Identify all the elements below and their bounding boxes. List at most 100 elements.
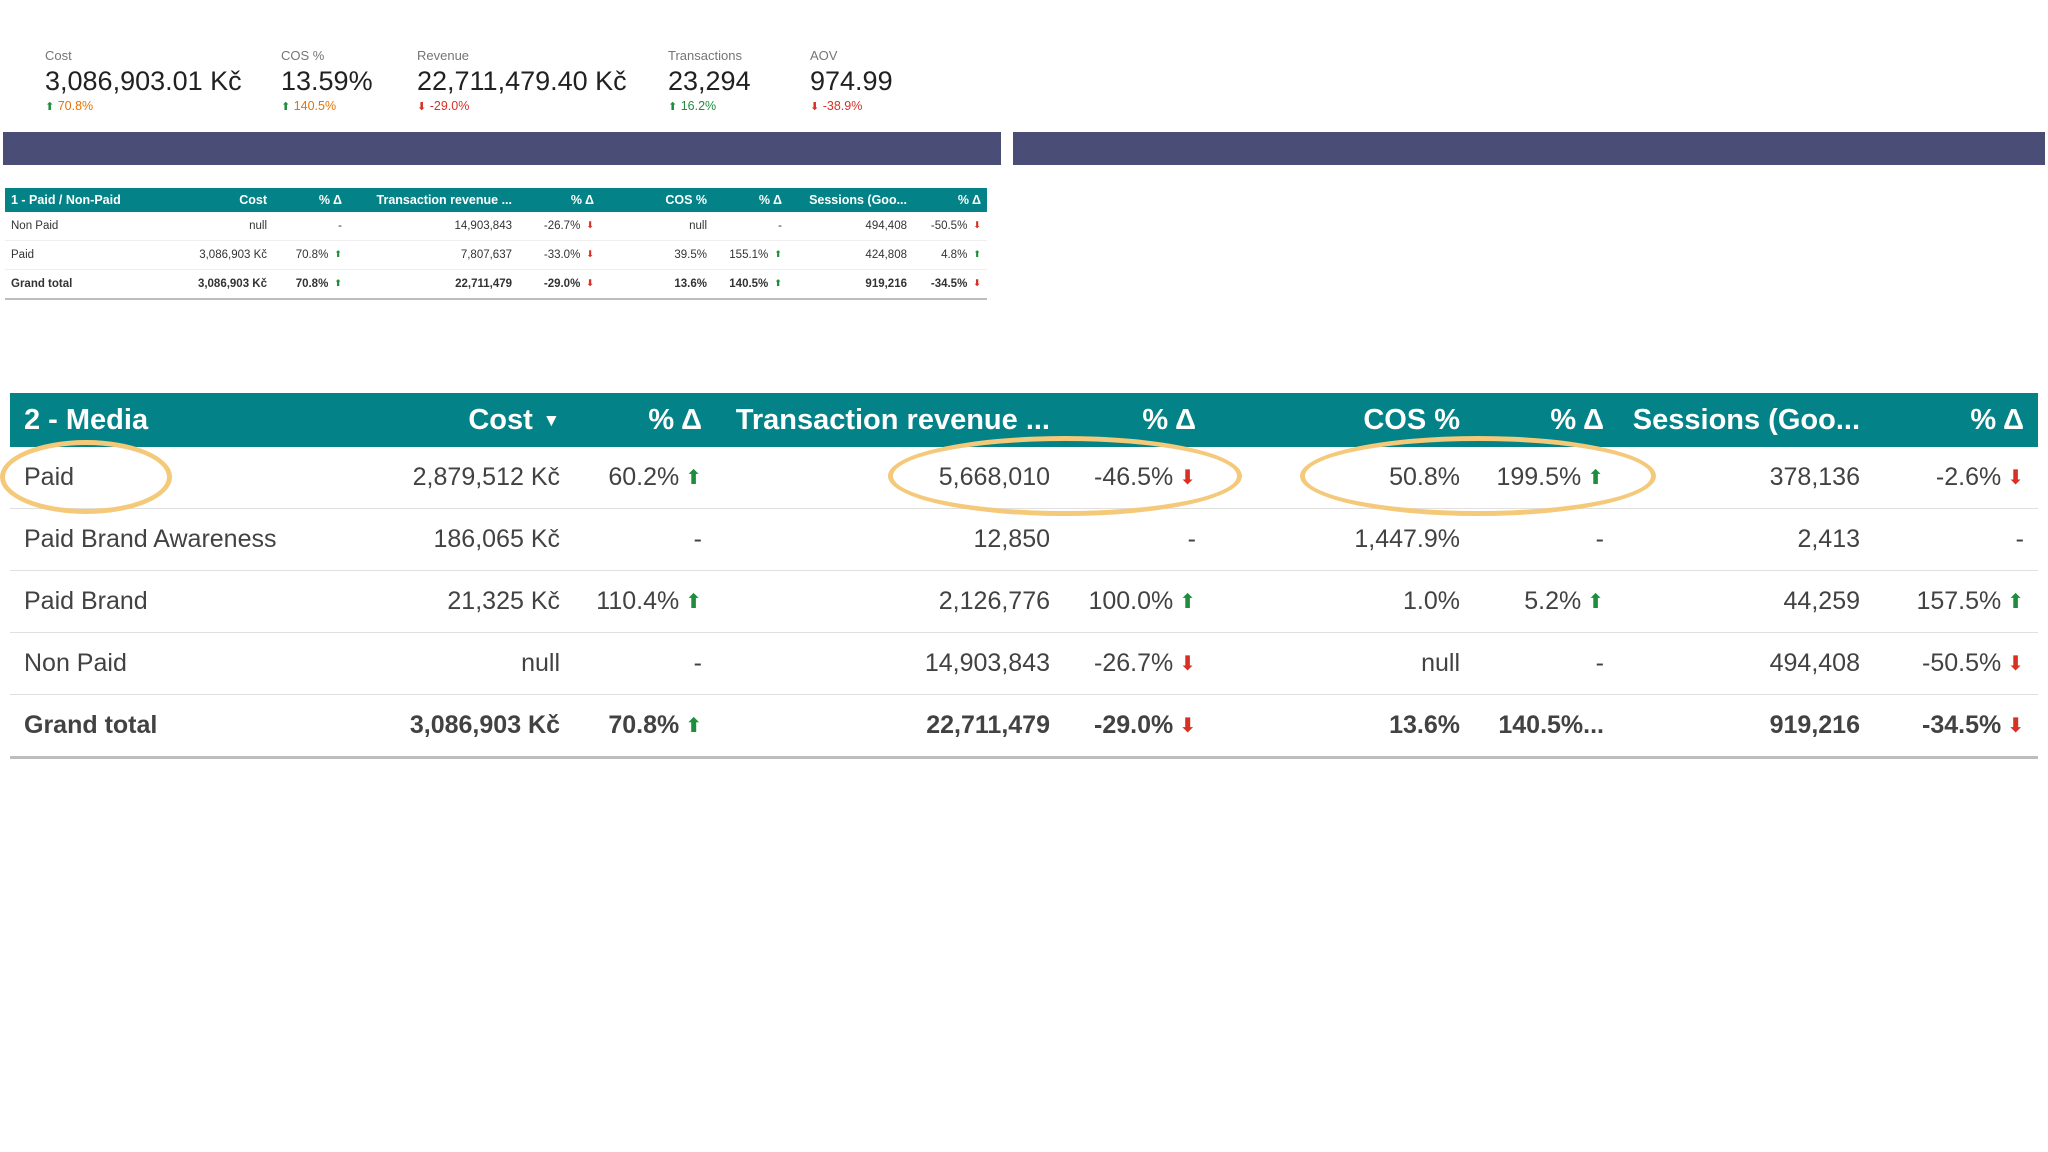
table-row[interactable]: Non Paid null -14,903,843 -26.7% ⬇ null -494,4… [5,212,987,241]
cell-value: - [693,649,702,677]
table-cell: 14,903,843 [716,632,1064,695]
table-cell: - [273,212,348,241]
arrow-up-icon: ⬆ [45,101,55,113]
row-dimension-cell: Non Paid [10,632,372,695]
kpi-label: AOV [810,48,838,63]
arrow-down-icon: ⬇ [586,220,594,230]
column-header[interactable]: % Δ [574,393,716,447]
column-header[interactable]: Sessions (Goo... [1618,393,1874,447]
grand-total-row[interactable]: Grand total 3,086,903 Kč 70.8% ⬆ 22,711,479-… [5,269,987,300]
cell-value: 21,325 Kč [447,587,560,615]
cell-value: -46.5% [1094,463,1174,491]
column-header[interactable]: COS % [600,188,713,212]
column-header[interactable]: Cost ▼ [372,393,574,447]
table-cell: 70.8% ⬆ [273,240,348,270]
table-cell: 919,216 [788,269,913,300]
table-row[interactable]: Paid Brand 21,325 Kč 110.4% ⬆ 2,126,776 100.0… [10,570,2038,633]
cell-value: 186,065 Kč [433,525,561,553]
arrow-up-icon: ⬆ [685,467,702,489]
paid-nonpaid-table: 1 - Paid / Non-Paid Cost % Δ Transaction re… [5,188,987,300]
media-table: 2 - Media Cost ▼ % Δ Transaction revenue ...… [10,393,2038,759]
arrow-down-icon: ⬇ [586,278,594,288]
column-header[interactable]: Sessions (Goo... [788,188,913,212]
row-dimension-cell: Grand total [5,269,155,300]
cell-value: 2,879,512 Kč [412,463,560,491]
arrow-down-icon: ⬇ [810,101,820,113]
cell-value: 14,903,843 [924,649,1050,677]
section-header-band-right [1013,132,2045,165]
column-header-label: Transaction revenue ... [735,403,1050,436]
column-header-dimension[interactable]: 1 - Paid / Non-Paid [5,188,155,212]
column-header-dimension[interactable]: 2 - Media [10,393,372,447]
cell-value: 50.8% [1389,463,1460,491]
table-cell: 186,065 Kč [372,508,574,571]
table-row[interactable]: Paid 2,879,512 Kč 60.2% ⬆ 5,668,010 -46.5% ⬇ 50… [10,447,2038,509]
column-header-label: % Δ [1550,403,1604,436]
cell-value: -29.0% [1094,711,1174,739]
column-header[interactable]: COS % [1210,393,1474,447]
cell-value: 70.8% [295,278,329,290]
table-cell: 50.8% [1210,447,1474,509]
table-cell: 13.6% [1210,694,1474,759]
column-header[interactable]: % Δ [913,188,987,212]
kpi-cost: Cost 3,086,903.01 Kč ⬆ 70.8% [45,48,242,115]
column-header-label: COS % [1363,403,1460,436]
cell-value: 378,136 [1769,463,1860,491]
column-header[interactable]: Transaction revenue ... [716,393,1064,447]
row-dimension-cell: Grand total [10,694,372,759]
table-cell: 3,086,903 Kč [155,269,273,300]
cell-value: 44,259 [1783,587,1860,615]
table-cell: null [600,212,713,241]
grand-total-row[interactable]: Grand total 3,086,903 Kč 70.8% ⬆ 22,711,479-… [10,694,2038,759]
sort-desc-icon[interactable]: ▼ [542,409,560,430]
table-header-row: 2 - Media Cost ▼ % Δ Transaction revenue ...… [10,393,2038,447]
table-cell: 7,807,637 [348,240,518,270]
column-header[interactable]: Cost [155,188,273,212]
table-cell: -29.0% ⬇ [1064,694,1210,759]
table-row[interactable]: Paid 3,086,903 Kč 70.8% ⬆ 7,807,637 -33.0% ⬇ 39… [5,240,987,270]
column-header[interactable]: % Δ [273,188,348,212]
cell-value: - [1595,649,1604,677]
cell-value: -50.5% [930,220,968,232]
table-cell: - [574,632,716,695]
cell-value: - [693,525,702,553]
cell-value: null [521,649,560,677]
column-header[interactable]: % Δ [713,188,788,212]
table-cell: -46.5% ⬇ [1064,447,1210,509]
column-header[interactable]: Transaction revenue ... [348,188,518,212]
cell-value: 100.0% [1088,587,1174,615]
row-dimension-cell: Paid Brand [10,570,372,633]
table-row[interactable]: Paid Brand Awareness 186,065 Kč - 12,850 - 1,… [10,508,2038,571]
arrow-down-icon: ⬇ [973,220,981,230]
column-header[interactable]: % Δ [1474,393,1618,447]
kpi-delta: ⬇ -29.0% [417,98,627,115]
cell-value: 22,711,479 [926,711,1050,739]
table-row[interactable]: Non Paid null -14,903,843 -26.7% ⬇ null -494,4… [10,632,2038,695]
table-cell: 12,850 [716,508,1064,571]
cell-value: 157.5% [1916,587,2002,615]
column-header[interactable]: % Δ [1064,393,1210,447]
table-cell: 60.2% ⬆ [574,447,716,509]
column-header[interactable]: % Δ [1874,393,2038,447]
cell-value: 12,850 [973,525,1050,553]
kpi-delta-value: 16.2% [680,99,717,113]
row-dimension-cell: Non Paid [5,212,155,241]
cell-value: Grand total [11,278,73,290]
table-cell: 22,711,479 [716,694,1064,759]
column-header[interactable]: % Δ [518,188,600,212]
cell-value: 1,447.9% [1354,525,1460,553]
column-header-label: % Δ [1142,403,1196,436]
cell-value: 14,903,843 [454,220,512,232]
cell-value: 39.5% [674,249,707,261]
cell-value: -50.5% [1922,649,2002,677]
kpi-cos: COS % 13.59% ⬆ 140.5% [281,48,373,115]
cell-value: 5,668,010 [938,463,1050,491]
cell-value: Grand total [24,711,158,739]
arrow-down-icon: ⬇ [1179,715,1196,737]
cell-value: -34.5% [1922,711,2002,739]
table-cell: 44,259 [1618,570,1874,633]
cell-value: null [1421,649,1460,677]
cell-value: 110.4% [596,587,680,615]
table-cell: 5.2% ⬆ [1474,570,1618,633]
table-cell: 2,126,776 [716,570,1064,633]
